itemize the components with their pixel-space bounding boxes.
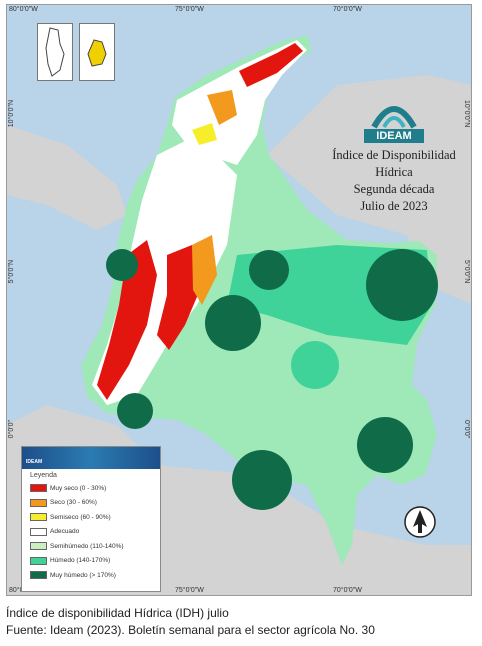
legend-swatch (30, 571, 47, 580)
lat-label-1: 10°0'0"N (8, 100, 15, 128)
very-wet-blob-3 (205, 295, 261, 351)
ideam-logo-mark (371, 106, 417, 129)
legend-label: Semiseco (60 - 90%) (50, 513, 111, 521)
legend-label: Seco (30 - 60%) (50, 499, 97, 507)
legend-banner-text: IDEAM (26, 459, 43, 465)
neighbor-land-west (7, 125, 127, 230)
very-wet-blob-8 (106, 249, 138, 281)
inset-island-shape (87, 39, 107, 67)
lon-label-2: 75°0'0"W (175, 6, 204, 13)
map-legend: IDEAM Leyenda Muy seco (0 - 30%) Seco (3… (21, 446, 161, 592)
ideam-logo-text: IDEAM (364, 129, 424, 143)
north-arrow-icon (403, 505, 437, 539)
legend-label: Húmedo (140-170%) (50, 557, 111, 565)
legend-item: Muy seco (0 - 30%) (22, 481, 160, 496)
legend-item: Semiseco (60 - 90%) (22, 510, 160, 525)
lon-label-bottom-2: 75°0'0"W (175, 587, 204, 594)
legend-label: Semihúmedo (110-140%) (50, 542, 124, 550)
lat-label-right-2: 5°0'0"N (463, 260, 470, 284)
legend-label: Muy seco (0 - 30%) (50, 484, 107, 492)
lat-label-3: 0°0'0" (8, 420, 15, 439)
dry-north (207, 90, 237, 125)
lat-label-right-1: 10°0'0"N (463, 100, 470, 128)
legend-item: Húmedo (140-170%) (22, 554, 160, 569)
very-dry-zone-2 (157, 245, 202, 350)
legend-label: Muy húmedo (> 170%) (50, 571, 116, 579)
inset-map-island (79, 23, 115, 81)
legend-swatch (30, 513, 47, 522)
map-title-line-3: Julio de 2023 (360, 199, 428, 213)
map-title-block: IDEAM Índice de Disponibilidad Hídrica S… (325, 97, 463, 215)
very-wet-blob-5 (232, 450, 292, 510)
legend-swatch (30, 484, 47, 493)
very-wet-blob-2 (366, 249, 438, 321)
caption-line-2: Fuente: Ideam (2023). Boletín semanal pa… (6, 623, 375, 637)
legend-swatch (30, 527, 47, 536)
lat-label-right-3: 0°0'0" (463, 420, 470, 439)
north-arrow-graphic (404, 506, 436, 538)
lon-label-bottom-3: 70°0'0"W (333, 587, 362, 594)
lon-label-1: 80°0'0"W (9, 6, 38, 13)
legend-banner: IDEAM (22, 447, 160, 469)
very-wet-blob-7 (291, 341, 339, 389)
legend-item: Seco (30 - 60%) (22, 496, 160, 511)
inset-country-shape (45, 27, 65, 77)
figure-caption: Índice de disponibilidad Hídrica (IDH) j… (6, 605, 375, 639)
legend-item: Semihúmedo (110-140%) (22, 539, 160, 554)
legend-swatch (30, 498, 47, 507)
very-dry-zone-1 (97, 240, 157, 400)
map-frame: 80°0'0"W 75°0'0"W 70°0'0"W 80°0'0"W 75°0… (6, 4, 472, 596)
legend-label: Adecuado (50, 528, 80, 536)
semidry-north (192, 123, 217, 145)
legend-item: Muy húmedo (> 170%) (22, 568, 160, 583)
map-title-line-2: Segunda década (353, 182, 435, 196)
very-wet-blob-6 (357, 417, 413, 473)
legend-swatch (30, 542, 47, 551)
legend-swatch (30, 556, 47, 565)
dry-zone-1 (192, 235, 217, 305)
legend-title: Leyenda (30, 472, 57, 479)
lat-label-2: 5°0'0"N (8, 260, 15, 284)
very-dry-north (239, 43, 303, 87)
map-title-line-1: Índice de Disponibilidad Hídrica (332, 148, 456, 179)
caption-line-1: Índice de disponibilidad Hídrica (IDH) j… (6, 606, 229, 620)
very-wet-blob-1 (249, 250, 289, 290)
ideam-logo-icon: IDEAM (364, 97, 424, 143)
inset-map-country (37, 23, 73, 81)
very-wet-blob-4 (117, 393, 153, 429)
lon-label-3: 70°0'0"W (333, 6, 362, 13)
legend-item: Adecuado (22, 525, 160, 540)
